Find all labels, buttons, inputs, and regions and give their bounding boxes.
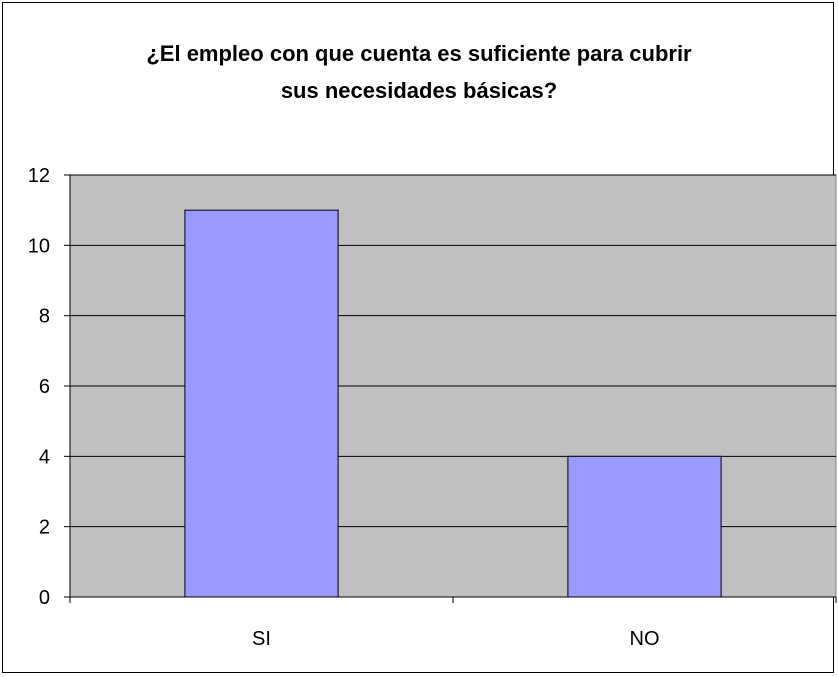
y-tick-label: 10 <box>28 235 50 257</box>
x-tick-label: SI <box>252 628 271 650</box>
chart-title: ¿El empleo con que cuenta es suficiente … <box>0 35 838 109</box>
y-tick-label: 2 <box>39 517 50 539</box>
y-tick-label: 8 <box>39 306 50 328</box>
y-tick-label: 12 <box>28 165 50 187</box>
chart-title-line-1: ¿El empleo con que cuenta es suficiente … <box>146 41 692 66</box>
chart-title-line-2: sus necesidades básicas? <box>280 78 558 103</box>
y-tick-label: 0 <box>39 587 50 609</box>
y-tick-label: 6 <box>39 376 50 398</box>
y-tick-label: 4 <box>39 446 50 468</box>
x-tick-label: NO <box>630 628 660 650</box>
bar-no <box>567 455 722 598</box>
bar-si <box>184 209 339 598</box>
